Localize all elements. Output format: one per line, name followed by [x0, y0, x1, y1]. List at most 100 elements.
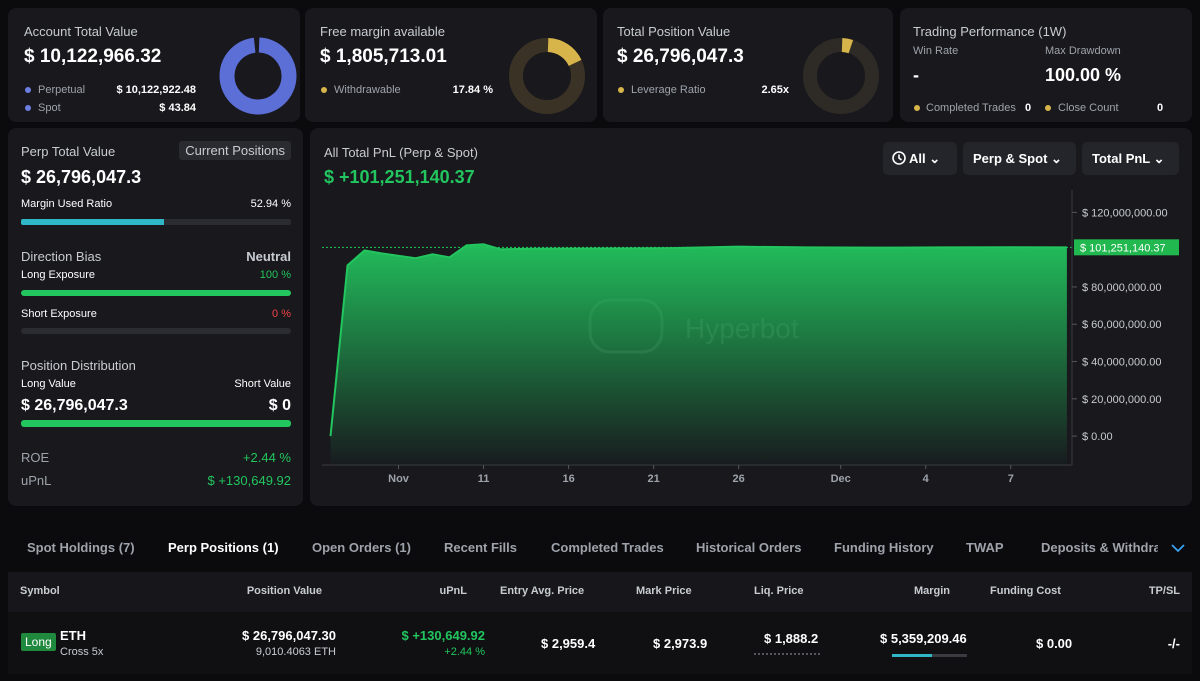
- donut: [219, 37, 297, 115]
- chart-title: All Total PnL (Perp & Spot): [324, 145, 478, 160]
- section-title: Position Distribution: [21, 358, 136, 373]
- value: $ 0: [268, 397, 291, 414]
- donut-segment: [509, 37, 585, 114]
- legend-dot: [321, 87, 327, 93]
- margin-bar-fill: [892, 654, 932, 657]
- label: Long Value: [21, 378, 76, 390]
- label: uPnL: [21, 473, 52, 488]
- legend-dot: [618, 87, 624, 93]
- tab[interactable]: Historical Orders: [696, 540, 802, 555]
- margin-mode: Cross 5x: [60, 646, 104, 658]
- x-tick-label: 7: [1008, 473, 1014, 485]
- card-value: $ 1,805,713.01: [320, 46, 447, 67]
- legend-dot: [25, 87, 31, 93]
- value: 52.94 %: [250, 198, 291, 210]
- x-tick-label: 4: [923, 473, 930, 485]
- tab[interactable]: Perp Positions (1): [168, 540, 279, 555]
- chart-total: $ +101,251,140.37: [324, 167, 475, 187]
- y-tick-label: $ 0.00: [1082, 431, 1113, 443]
- progress-track: [21, 290, 291, 296]
- column-header: Entry Avg. Price: [500, 585, 585, 597]
- perp-panel: Perp Total Value Current Positions $ 26,…: [8, 128, 303, 506]
- chart: Hyperbot$ 0.00$ 20,000,000.00$ 40,000,00…: [322, 190, 1179, 485]
- value: $ 26,796,047.3: [21, 397, 128, 414]
- label: Short Value: [234, 378, 291, 390]
- stat-label: Completed Trades: [926, 102, 1016, 114]
- value: $ +130,649.92: [207, 473, 292, 488]
- table-header: [8, 572, 1192, 612]
- row-label: Perpetual: [38, 84, 86, 96]
- pnl-panel: All Total PnL (Perp & Spot) $ +101,251,1…: [310, 128, 1192, 506]
- tab[interactable]: Funding History: [834, 540, 934, 555]
- button[interactable]: Current Positions: [179, 141, 291, 160]
- progress-track: [21, 219, 291, 225]
- legend-dot: [25, 105, 31, 111]
- y-tick-label: $ 40,000,000.00: [1082, 357, 1162, 369]
- clock-icon: [892, 151, 906, 165]
- stat-value: 0: [1025, 102, 1032, 114]
- symbol: ETH: [60, 628, 86, 643]
- label: Short Exposure: [21, 308, 97, 320]
- button-label: All: [909, 151, 926, 166]
- panel-title: Perp Total Value: [21, 144, 116, 159]
- scope-filter[interactable]: Perp & Spot ⌄: [963, 142, 1076, 175]
- cell: $ 1,888.2: [764, 631, 819, 646]
- section-title: Direction Bias: [21, 249, 102, 264]
- y-tick-label: $ 120,000,000.00: [1082, 207, 1168, 219]
- card-title: Account Total Value: [24, 24, 138, 39]
- stat-label: Win Rate: [913, 45, 959, 57]
- last-value-flag: [1074, 239, 1179, 256]
- tab[interactable]: Spot Holdings (7): [27, 540, 135, 555]
- y-tick-label: $ 80,000,000.00: [1082, 282, 1162, 294]
- cell: $ 26,796,047.30: [242, 628, 336, 643]
- y-tick-label: $ 20,000,000.00: [1082, 394, 1162, 406]
- tab[interactable]: Deposits & Withdraw: [1041, 540, 1158, 555]
- column-header: Mark Price: [636, 585, 692, 597]
- donut-segment: [803, 37, 879, 114]
- column-header: uPnL: [439, 585, 468, 597]
- card-title: Total Position Value: [617, 24, 731, 39]
- table-row: [8, 612, 1192, 674]
- cell: $ 2,959.4: [541, 636, 596, 651]
- card-title: Trading Performance (1W): [913, 24, 1067, 39]
- value: 100 %: [259, 269, 291, 281]
- stat-value: 0: [1157, 102, 1164, 114]
- donut: [509, 37, 585, 114]
- x-tick-label: 16: [562, 473, 574, 485]
- x-tick-label: 26: [733, 473, 745, 485]
- card: Free margin available $ 1,805,713.01 Wit…: [305, 8, 597, 122]
- dotted: [754, 653, 820, 655]
- row-label: Withdrawable: [334, 84, 401, 96]
- column-header: TP/SL: [1148, 585, 1180, 597]
- card: Trading Performance (1W) Win Rate Max Dr…: [900, 8, 1192, 122]
- side-badge: Long: [21, 633, 56, 651]
- tab[interactable]: Completed Trades: [551, 540, 664, 555]
- legend-dot: [1045, 105, 1051, 111]
- donut-track: [803, 38, 879, 114]
- donut-segment: [219, 37, 297, 115]
- panel-value: $ 26,796,047.3: [21, 167, 142, 187]
- chevron[interactable]: [1170, 542, 1186, 554]
- tab[interactable]: Recent Fills: [444, 540, 517, 555]
- y-tick-label: $ 60,000,000.00: [1082, 319, 1162, 331]
- cell-sub: +2.44 %: [444, 646, 485, 658]
- area: [330, 244, 1067, 465]
- tab[interactable]: TWAP: [966, 540, 1004, 555]
- progress-bar: [21, 290, 291, 296]
- progress-bar: [21, 219, 164, 225]
- x-tick-label: 21: [648, 473, 660, 485]
- value: 0 %: [272, 308, 291, 320]
- cell: $ 2,973.9: [653, 636, 708, 651]
- stat-value: -: [913, 65, 919, 85]
- label: Long Exposure: [21, 269, 95, 281]
- x-tick-label: 11: [478, 473, 490, 485]
- x-tick-label: Dec: [831, 473, 851, 485]
- time-filter[interactable]: All ⌄: [883, 142, 957, 175]
- row-value: $ 10,122,922.48: [116, 84, 196, 96]
- x-tick-label: Nov: [388, 473, 410, 485]
- cell: $ 0.00: [1036, 636, 1073, 651]
- metric-filter[interactable]: Total PnL ⌄: [1082, 142, 1179, 175]
- cell: $ 5,359,209.46: [880, 631, 967, 646]
- progress-track: [21, 328, 291, 334]
- tab[interactable]: Open Orders (1): [312, 540, 411, 555]
